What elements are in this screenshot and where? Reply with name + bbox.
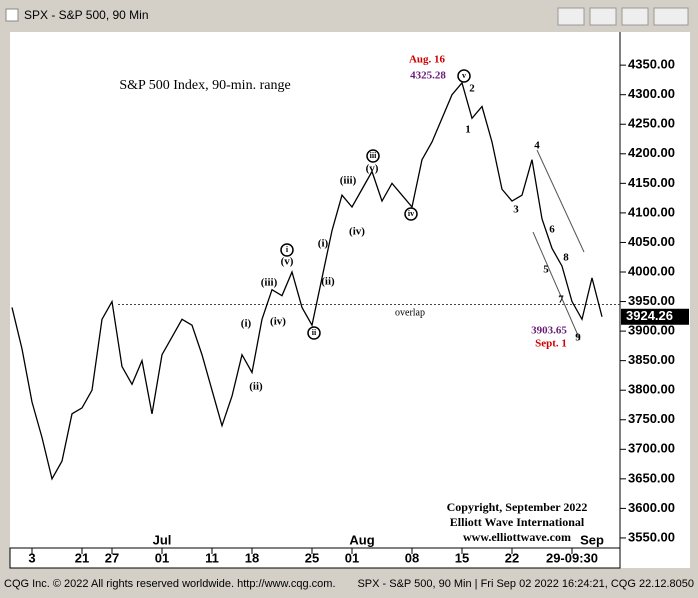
x-tick-label: 08 xyxy=(405,550,419,565)
month-label: Aug xyxy=(349,532,374,547)
wave-circle xyxy=(457,69,471,83)
annotation: 3 xyxy=(513,204,519,216)
annotation: iii xyxy=(370,151,377,160)
x-tick-label: 27 xyxy=(105,550,119,565)
minimize-button[interactable] xyxy=(589,7,617,26)
chart-title: S&P 500 Index, 90-min. range xyxy=(119,78,290,93)
y-tick-label: 3750.00 xyxy=(628,411,675,426)
x-tick-label: 25 xyxy=(305,550,319,565)
y-tick-label: 4000.00 xyxy=(628,263,675,278)
y-tick-label: 4150.00 xyxy=(628,175,675,190)
annotation: (ii) xyxy=(321,276,335,288)
annotation: (v) xyxy=(281,256,294,268)
annotation: (v) xyxy=(366,163,379,175)
app-icon xyxy=(5,8,19,22)
y-tick-label: 3900.00 xyxy=(628,323,675,338)
annotation: (iv) xyxy=(349,226,365,238)
copyright: Copyright, September 2022 xyxy=(447,500,588,514)
y-tick-label: 4100.00 xyxy=(628,204,675,219)
channel-line xyxy=(536,149,585,253)
x-tick-label: 21 xyxy=(75,550,89,565)
annotation: 1 xyxy=(465,124,471,136)
y-tick-label: 4300.00 xyxy=(628,86,675,101)
annotation: Aug. 16 xyxy=(409,54,446,66)
annotation: 2 xyxy=(469,83,475,95)
month-label: Jul xyxy=(153,532,172,547)
last-price-label: 3924.26 xyxy=(626,308,673,323)
annotation: 4325.28 xyxy=(410,70,446,82)
window-title: SPX - S&P 500, 90 Min xyxy=(24,8,149,22)
price-line xyxy=(11,81,603,481)
last-price-box xyxy=(621,308,689,325)
x-tick-label: 01 xyxy=(345,550,359,565)
y-tick-label: 3950.00 xyxy=(628,293,675,308)
annotation: 9 xyxy=(575,332,581,344)
annotation: ii xyxy=(312,328,317,337)
y-tick-label: 4350.00 xyxy=(628,57,675,72)
link-button[interactable] xyxy=(557,7,585,26)
annotation: overlap xyxy=(395,307,425,318)
y-tick-label: 3850.00 xyxy=(628,352,675,367)
y-tick-label: 3800.00 xyxy=(628,382,675,397)
annotation: Sept. 1 xyxy=(535,338,567,350)
annotation: (iv) xyxy=(270,316,286,328)
annotation: 8 xyxy=(563,252,569,264)
x-tick-label: 15 xyxy=(455,550,469,565)
y-tick-label: 4050.00 xyxy=(628,234,675,249)
annotation: 6 xyxy=(549,224,555,236)
wave-circle xyxy=(404,207,418,221)
x-tick-label: 01 xyxy=(155,550,169,565)
annotation: (ii) xyxy=(249,381,263,393)
annotation: 5 xyxy=(543,264,549,276)
annotation: (iii) xyxy=(340,175,357,187)
x-tick-label: 18 xyxy=(245,550,259,565)
annotation: v xyxy=(462,71,466,80)
y-axis-strip xyxy=(620,32,690,568)
close-button[interactable] xyxy=(653,7,689,26)
copyright: www.elliottwave.com xyxy=(463,530,571,544)
y-tick-label: 3700.00 xyxy=(628,441,675,456)
annotation: 3903.65 xyxy=(531,325,567,337)
annotation: (iii) xyxy=(261,277,278,289)
annotation: (i) xyxy=(241,318,252,330)
annotation: (i) xyxy=(318,238,329,250)
x-tick-label: 22 xyxy=(505,550,519,565)
status-right: SPX - S&P 500, 90 Min | Fri Sep 02 2022 … xyxy=(357,578,694,590)
annotation: 7 xyxy=(558,294,564,306)
y-tick-label: 3550.00 xyxy=(628,529,675,544)
month-label: Sep xyxy=(580,532,604,547)
y-tick-label: 4250.00 xyxy=(628,116,675,131)
status-bar xyxy=(0,575,698,593)
y-tick-label: 3600.00 xyxy=(628,500,675,515)
wave-circle xyxy=(280,243,294,257)
annotation: i xyxy=(286,245,289,254)
x-tick-label: 11 xyxy=(205,550,219,565)
wave-circle xyxy=(307,326,321,340)
y-tick-label: 3650.00 xyxy=(628,470,675,485)
wave-circle xyxy=(366,149,380,163)
x-tick-label: 29-09:30 xyxy=(546,550,598,565)
maximize-button[interactable] xyxy=(621,7,649,26)
x-tick-label: 3 xyxy=(28,550,35,565)
copyright: Elliott Wave International xyxy=(450,515,585,529)
plot-area xyxy=(10,32,620,548)
channel-line xyxy=(532,231,581,341)
status-left: CQG Inc. © 2022 All rights reserved worl… xyxy=(4,578,336,590)
annotation: iv xyxy=(408,209,414,218)
y-tick-label: 4200.00 xyxy=(628,145,675,160)
annotation: 4 xyxy=(534,140,540,152)
